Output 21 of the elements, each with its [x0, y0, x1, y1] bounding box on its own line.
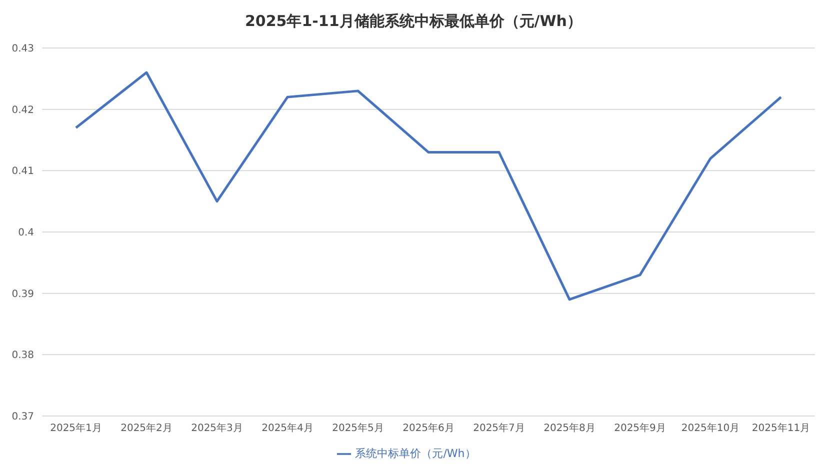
- y-tick-label: 0.4: [18, 228, 34, 239]
- y-tick-label: 0.39: [12, 288, 34, 300]
- y-tick-label: 0.41: [12, 166, 34, 178]
- x-tick-label: 2025年2月: [120, 422, 172, 434]
- x-tick-label: 2025年3月: [191, 422, 243, 434]
- x-tick-label: 2025年11月: [752, 422, 810, 434]
- x-tick-label: 2025年7月: [473, 422, 525, 434]
- x-tick-label: 2025年9月: [614, 422, 666, 434]
- y-tick-label: 0.43: [12, 44, 34, 55]
- y-tick-label: 0.37: [12, 412, 34, 423]
- x-tick-label: 2025年4月: [262, 422, 314, 434]
- x-tick-label: 2025年8月: [544, 422, 596, 434]
- y-tick-label: 0.42: [12, 104, 34, 116]
- x-tick-label: 2025年6月: [402, 422, 454, 434]
- legend-label: 系统中标单价（元/Wh）: [355, 447, 476, 460]
- y-tick-label: 0.38: [12, 350, 34, 362]
- x-tick-label: 2025年1月: [50, 422, 102, 434]
- x-tick-label: 2025年10月: [681, 422, 740, 434]
- chart-title: 2025年1-11月储能系统中标最低单价（元/Wh）: [244, 11, 583, 32]
- x-tick-label: 2025年5月: [332, 422, 384, 434]
- line-series: [74, 71, 782, 301]
